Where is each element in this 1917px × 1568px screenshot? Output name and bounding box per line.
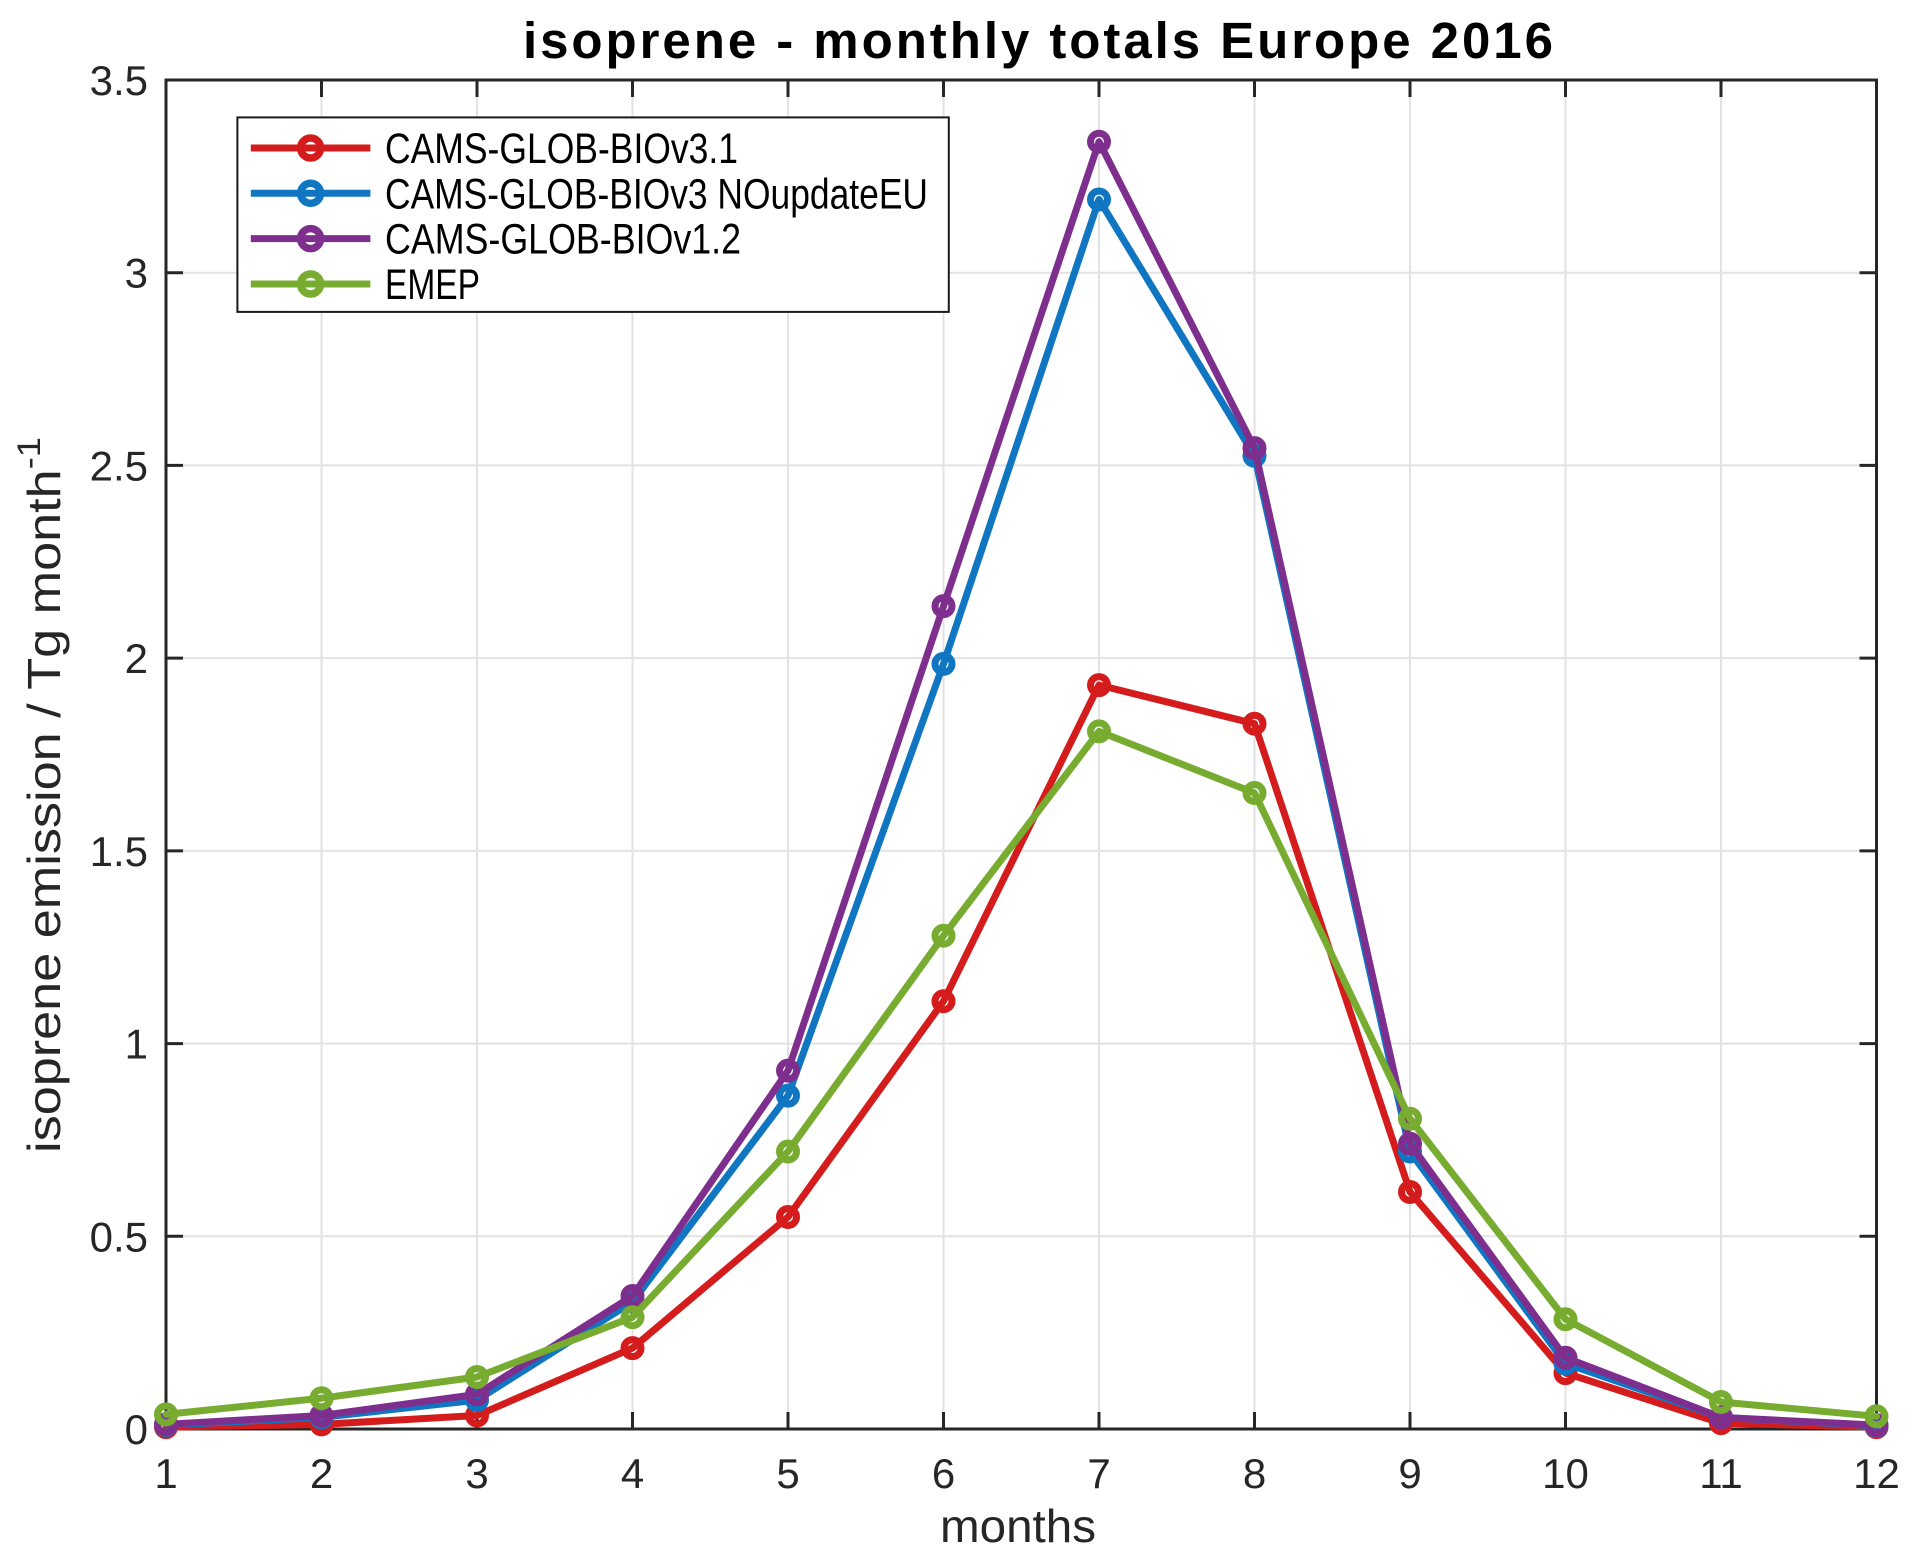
svg-text:isoprene - monthly totals Euro: isoprene - monthly totals Europe 2016	[523, 12, 1553, 69]
svg-text:0: 0	[125, 1406, 148, 1453]
svg-text:CAMS-GLOB-BIOv1.2: CAMS-GLOB-BIOv1.2	[385, 216, 741, 264]
svg-text:0.5: 0.5	[90, 1213, 148, 1260]
svg-text:3: 3	[125, 250, 148, 297]
svg-text:10: 10	[1542, 1450, 1589, 1497]
svg-text:7: 7	[1087, 1450, 1110, 1497]
svg-text:6: 6	[932, 1450, 955, 1497]
svg-text:1: 1	[125, 1021, 148, 1068]
svg-text:EMEP: EMEP	[385, 261, 480, 309]
svg-text:12: 12	[1853, 1450, 1900, 1497]
svg-text:2.5: 2.5	[90, 442, 148, 489]
svg-text:5: 5	[776, 1450, 799, 1497]
svg-text:4: 4	[621, 1450, 644, 1497]
svg-text:1.5: 1.5	[90, 828, 148, 875]
svg-text:3: 3	[465, 1450, 488, 1497]
svg-text:3.5: 3.5	[90, 57, 148, 104]
svg-text:1: 1	[154, 1450, 177, 1497]
svg-text:CAMS-GLOB-BIOv3.1: CAMS-GLOB-BIOv3.1	[385, 125, 738, 173]
svg-text:8: 8	[1243, 1450, 1266, 1497]
svg-text:months: months	[940, 1500, 1096, 1552]
svg-text:2: 2	[125, 635, 148, 682]
svg-text:CAMS-GLOB-BIOv3 NOupdateEU: CAMS-GLOB-BIOv3 NOupdateEU	[385, 170, 928, 218]
svg-text:11: 11	[1699, 1450, 1743, 1497]
svg-text:2: 2	[310, 1450, 333, 1497]
svg-text:isoprene emission / Tg month-1: isoprene emission / Tg month-1	[11, 437, 70, 1153]
svg-text:9: 9	[1398, 1450, 1421, 1497]
